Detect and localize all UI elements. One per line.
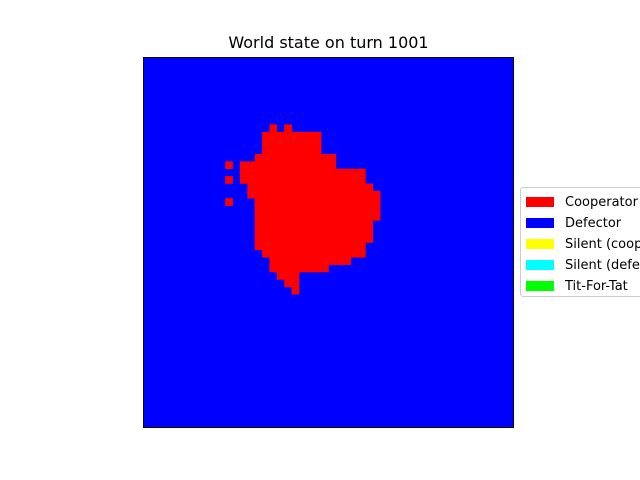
cooperator-cells <box>247 183 374 192</box>
cooperator-cells <box>269 124 278 133</box>
cooperator-cells <box>254 198 381 206</box>
cooperator-cells <box>298 131 307 140</box>
cooperator-cell <box>225 161 233 169</box>
cooperator-cells <box>350 168 359 177</box>
legend-swatch <box>526 239 554 249</box>
cooperator-cells <box>239 168 337 177</box>
cooperator-cells <box>276 131 285 140</box>
plot-frame <box>143 57 514 428</box>
cooperator-cells <box>262 139 322 147</box>
cooperator-cells <box>262 146 322 155</box>
cooperator-cells <box>254 153 337 162</box>
cooperator-cells <box>254 220 374 229</box>
cooperator-cells <box>306 131 315 140</box>
cooperator-cells <box>239 176 366 184</box>
cooperator-cells <box>254 205 381 214</box>
cooperator-cells <box>269 257 351 265</box>
cooperator-cells <box>284 279 300 288</box>
legend-label: Cooperator <box>565 194 638 210</box>
legend-swatch <box>526 260 554 270</box>
legend-item: Silent (cooperator) <box>526 234 640 254</box>
cooperator-cells <box>335 168 344 177</box>
cooperator-cells <box>269 131 278 140</box>
legend-label: Silent (defector) <box>565 257 640 273</box>
cooperator-cells <box>343 168 351 177</box>
cooperator-cells <box>284 124 292 133</box>
cooperator-cells <box>254 242 366 251</box>
cooperator-cells <box>269 264 329 273</box>
cooperator-cells <box>262 131 270 140</box>
cooperator-cells <box>239 161 337 169</box>
cooperator-cell <box>225 176 233 184</box>
cooperator-cell <box>254 205 263 214</box>
cooperator-cells <box>247 190 381 199</box>
legend-item: Defector <box>526 213 621 233</box>
legend-item: Silent (defector) <box>526 255 640 275</box>
legend-swatch <box>526 197 554 207</box>
legend-item: Cooperator <box>526 192 638 212</box>
cooperator-cells <box>284 131 292 140</box>
cooperator-cells <box>276 272 300 280</box>
cooperator-cells <box>313 131 322 140</box>
chart-title: World state on turn 1001 <box>228 33 429 52</box>
cooperator-cell <box>225 198 233 206</box>
cooperator-cells <box>262 249 366 258</box>
legend-swatch <box>526 281 554 291</box>
cooperator-cells <box>254 235 374 243</box>
legend-label: Silent (cooperator) <box>565 236 640 252</box>
legend-label: Tit-For-Tat <box>565 278 628 294</box>
legend-label: Defector <box>565 215 622 231</box>
legend: Cooperator Defector Silent (cooperator) Sil… <box>520 187 640 297</box>
cooperator-cells <box>291 131 300 140</box>
cooperator-cells <box>254 212 381 221</box>
cooperator-cells <box>254 227 374 236</box>
cooperator-cells <box>358 168 366 177</box>
cooperator-cells <box>291 286 300 295</box>
legend-swatch <box>526 218 554 228</box>
legend-item: Tit-For-Tat <box>526 276 628 296</box>
